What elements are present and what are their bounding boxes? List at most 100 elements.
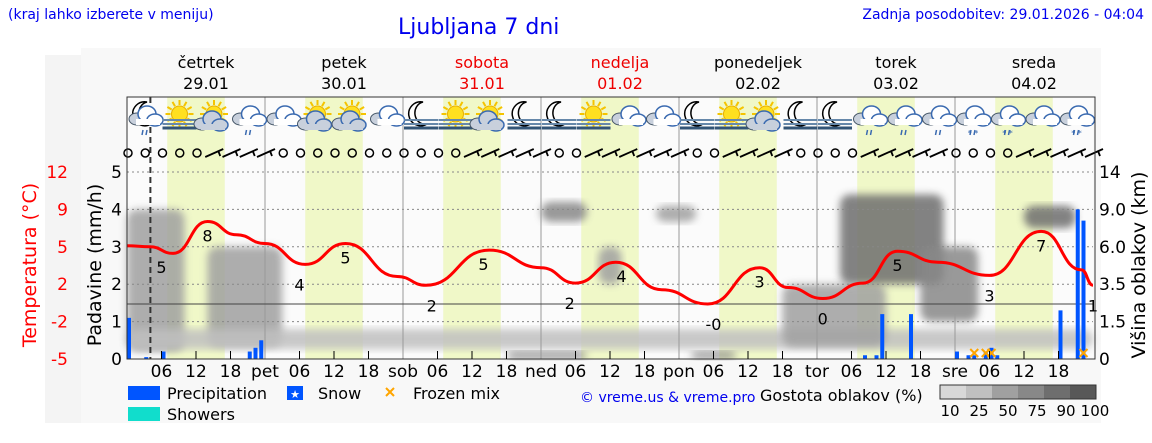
- moon-fog-icon: [818, 101, 852, 130]
- density-swatch: [940, 385, 966, 399]
- day-date: 29.01: [183, 74, 229, 93]
- sun-disc: [723, 105, 740, 123]
- wind-barb-icon: [515, 148, 535, 158]
- calm-wind-icon: [796, 148, 806, 158]
- calm-wind-icon: [330, 148, 340, 158]
- x-tick-label: 12: [737, 362, 759, 382]
- x-tick-label: 12: [1013, 362, 1035, 382]
- day-date: 03.02: [873, 74, 919, 93]
- sun-fog-icon: [162, 100, 197, 130]
- sun-ray: [359, 106, 365, 111]
- precipitation-bar: [144, 357, 149, 359]
- sun-ray: [493, 101, 498, 107]
- sun-ray: [221, 106, 227, 111]
- precipitation-bar: [972, 355, 977, 359]
- sun-ray: [600, 106, 607, 111]
- sun-ray: [459, 101, 464, 107]
- precip-tick: 2: [111, 275, 122, 295]
- precipitation-bar: [247, 351, 252, 359]
- calm-wind-icon: [830, 148, 840, 158]
- precipitation-bar: [909, 314, 913, 359]
- day-date: 02.02: [735, 74, 781, 93]
- wind-barb-icon: [1032, 148, 1052, 158]
- precipitation-bar: [955, 351, 959, 359]
- legend-showers: Showers: [167, 405, 235, 424]
- wind-barb-icon: [584, 148, 604, 158]
- temperature-label: 0: [818, 310, 828, 329]
- copyright-link[interactable]: © vreme.us & vreme.pro: [580, 390, 755, 406]
- calm-wind-icon: [451, 148, 461, 158]
- calm-wind-icon: [192, 148, 202, 158]
- sun-ray: [738, 106, 745, 111]
- cloud-density-area: [656, 205, 697, 222]
- cloud-density-area: [920, 246, 978, 322]
- wind-barb-icon: [1015, 148, 1035, 158]
- wind-barb-icon: [256, 148, 276, 158]
- x-tick-label: 18: [496, 362, 518, 382]
- cloud-sleet-icon: * *: [1060, 105, 1096, 138]
- moon-fog-icon: [404, 101, 438, 130]
- temperature-label: 2: [565, 294, 575, 313]
- density-swatch: [966, 385, 992, 399]
- precipitation-bar: [259, 340, 264, 359]
- precipitation-bar: [253, 347, 258, 359]
- temp-tick: -5: [51, 350, 68, 370]
- snow-flakes: * *: [968, 129, 979, 138]
- sun-cloud-icon: [745, 100, 781, 132]
- x-tick-label: 12: [875, 362, 897, 382]
- cloud-icon: [611, 105, 647, 127]
- cloud-height-tick: 6.0: [1099, 238, 1126, 258]
- cloud-base: [1067, 119, 1092, 125]
- legend-snow: Snow: [318, 384, 361, 403]
- wind-barb-icon: [239, 148, 259, 158]
- x-tick-label: 06: [565, 362, 587, 382]
- cloud-density-area: [782, 284, 886, 347]
- menu-hint: (kraj lahko izberete v meniju): [8, 7, 214, 23]
- snow-star-icon: ★: [290, 388, 300, 401]
- last-updated: Zadnja posodobitev: 29.01.2026 - 04:04: [862, 7, 1144, 23]
- temperature-label: 5: [892, 256, 902, 275]
- x-day-label: sob: [388, 362, 418, 382]
- temperature-label: 4: [616, 267, 626, 286]
- precipitation-bar: [983, 351, 988, 359]
- rain-drops: [900, 129, 907, 136]
- cloud-density-area: [840, 194, 944, 285]
- precip-tick: 4: [111, 200, 122, 220]
- frozen-mix-marker: [969, 348, 979, 358]
- x-tick-label: 18: [358, 362, 380, 382]
- cloud-density-area: [1024, 205, 1076, 229]
- moon-fog-icon: [507, 101, 542, 130]
- calm-wind-icon: [985, 148, 996, 158]
- showers-swatch: [128, 407, 160, 421]
- calm-wind-icon: [313, 148, 323, 158]
- cloud-base: [964, 119, 988, 125]
- temperature-label: 5: [478, 255, 488, 274]
- daylight-band: [443, 97, 501, 359]
- cloud-sleet-icon: * *: [956, 105, 992, 138]
- cloud-density-area: [127, 329, 1093, 350]
- sun-ray: [355, 101, 360, 107]
- wind-barb-icon: [1050, 148, 1069, 158]
- precip-tick: 3: [111, 238, 122, 258]
- density-title: Gostota oblakov (%): [760, 386, 923, 405]
- sun-fog-icon: [576, 100, 611, 130]
- calm-wind-icon: [399, 148, 409, 158]
- wind-barb-icon: [498, 148, 517, 158]
- density-swatch: [1070, 385, 1096, 399]
- wind-barb-icon: [912, 148, 931, 158]
- sun-ray: [324, 106, 331, 111]
- temp-axis-panel: [45, 55, 81, 423]
- temp-tick: -2: [51, 313, 68, 333]
- rain-drops: [934, 129, 942, 136]
- wind-barb-icon: [653, 148, 673, 158]
- temperature-label: 2: [427, 296, 437, 315]
- precip-axis-label: Padavine (mm/h): [84, 184, 106, 347]
- sun-ray: [735, 101, 740, 107]
- rain-drops: [1003, 129, 1011, 136]
- legend-frozen-mix: Frozen mix: [413, 384, 500, 403]
- cloud-icon: [266, 105, 302, 127]
- calm-wind-icon: [278, 148, 288, 158]
- wind-barb-icon: [1084, 148, 1104, 158]
- cloud-icon: [1025, 105, 1061, 127]
